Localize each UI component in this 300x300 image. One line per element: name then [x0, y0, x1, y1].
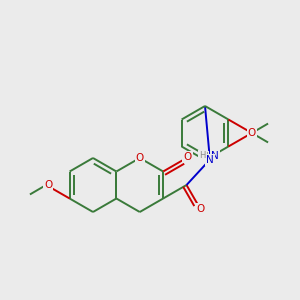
Text: O: O [248, 128, 256, 138]
Text: O: O [196, 204, 205, 214]
Text: H: H [202, 152, 208, 161]
Text: O: O [248, 128, 256, 138]
Text: N: N [211, 151, 219, 160]
Text: N: N [206, 154, 214, 165]
Text: O: O [44, 180, 52, 190]
Text: H: H [199, 151, 205, 160]
Text: O: O [136, 153, 144, 163]
Text: O: O [183, 152, 192, 162]
